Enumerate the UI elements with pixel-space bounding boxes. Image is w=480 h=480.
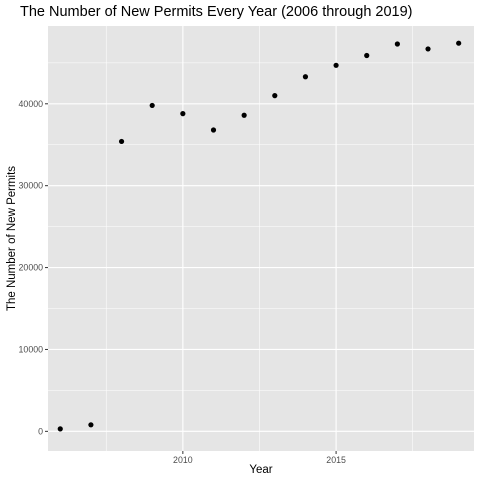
data-point bbox=[333, 62, 339, 68]
data-point bbox=[149, 102, 155, 109]
x-tick-label: 2010 bbox=[173, 455, 193, 465]
y-tick-label: 0 bbox=[38, 426, 43, 436]
data-point bbox=[180, 111, 186, 117]
major-gridlines bbox=[48, 26, 474, 451]
data-point bbox=[456, 40, 462, 46]
x-tick-label: 2015 bbox=[326, 455, 346, 465]
y-tick-label: 40000 bbox=[19, 99, 44, 109]
chart-title: The Number of New Permits Every Year (20… bbox=[20, 4, 413, 20]
data-point bbox=[118, 138, 125, 145]
y-tick-label: 10000 bbox=[19, 344, 44, 354]
x-axis-title: Year bbox=[249, 464, 272, 476]
y-axis-title: The Number of New Permits bbox=[6, 166, 18, 311]
y-axis-ticks: 0 10000 20000 30000 40000 bbox=[19, 99, 48, 436]
data-points bbox=[57, 40, 462, 432]
data-point bbox=[57, 426, 63, 432]
data-point bbox=[88, 422, 94, 428]
data-point bbox=[210, 127, 217, 133]
minor-gridlines bbox=[48, 26, 474, 451]
data-point bbox=[425, 46, 431, 52]
data-point bbox=[272, 93, 278, 99]
data-point bbox=[241, 112, 247, 118]
y-tick-label: 20000 bbox=[19, 263, 44, 273]
plot-panel bbox=[48, 26, 474, 451]
data-point bbox=[364, 52, 370, 59]
data-point bbox=[302, 74, 309, 80]
y-tick-label: 30000 bbox=[19, 181, 44, 191]
x-axis-ticks: 2010 2015 bbox=[173, 451, 346, 465]
data-point bbox=[394, 41, 400, 47]
